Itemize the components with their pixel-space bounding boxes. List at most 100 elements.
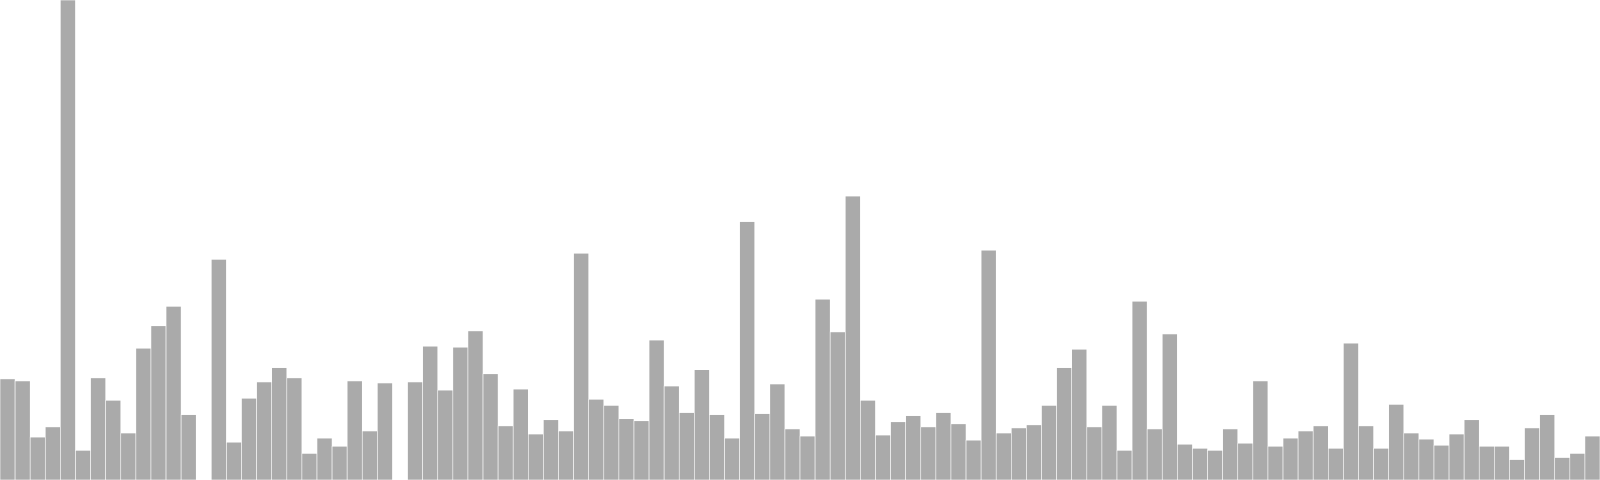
bar <box>1267 445 1284 480</box>
bar <box>331 445 348 480</box>
bar <box>407 381 423 480</box>
bar <box>44 426 61 480</box>
bar <box>1569 453 1586 480</box>
bar <box>950 423 967 480</box>
bar <box>105 400 122 480</box>
bar <box>754 413 771 480</box>
bar <box>844 195 861 480</box>
bar <box>135 347 152 480</box>
bar <box>60 0 76 480</box>
bar <box>512 388 529 480</box>
bar <box>1403 432 1420 480</box>
bar <box>1116 450 1133 480</box>
bar <box>980 249 997 480</box>
bar <box>1161 333 1178 480</box>
bar <box>1509 459 1525 480</box>
bar <box>678 412 695 480</box>
bar <box>603 405 620 480</box>
bar <box>452 346 469 480</box>
bar <box>1297 430 1314 480</box>
bar <box>1237 442 1254 480</box>
bar <box>618 418 635 480</box>
bar <box>1192 448 1208 480</box>
bar <box>799 435 816 480</box>
bar <box>648 339 665 480</box>
bar <box>1328 448 1344 480</box>
bar <box>1071 348 1088 480</box>
bar <box>573 252 589 480</box>
bar <box>361 430 378 480</box>
bar <box>829 331 846 480</box>
bar <box>14 380 31 480</box>
bar <box>1026 424 1042 480</box>
bar <box>226 441 242 480</box>
bar <box>694 369 710 480</box>
bar <box>543 419 559 480</box>
bar <box>1494 445 1510 480</box>
bar <box>920 426 937 480</box>
bar <box>1524 427 1540 480</box>
bar <box>90 377 106 480</box>
bar <box>860 400 876 480</box>
bar <box>422 345 439 480</box>
bar <box>633 420 650 480</box>
bar <box>558 430 574 480</box>
bar <box>1418 438 1435 480</box>
bar <box>739 221 756 480</box>
bar <box>346 380 363 480</box>
bar <box>1312 425 1329 480</box>
bar <box>1448 433 1465 480</box>
bar <box>1011 427 1027 480</box>
bar <box>377 382 393 480</box>
bar <box>814 298 831 480</box>
bar <box>256 381 272 480</box>
bar <box>0 378 16 480</box>
bar <box>890 421 906 480</box>
bar <box>1131 300 1148 480</box>
bar <box>1433 444 1450 480</box>
bar <box>905 415 922 480</box>
bar <box>1177 443 1193 480</box>
bar <box>211 259 227 480</box>
bar <box>150 325 167 480</box>
bar <box>497 425 514 480</box>
bar <box>482 373 499 480</box>
bar <box>1207 450 1223 480</box>
bar <box>1146 428 1163 480</box>
bar <box>1343 342 1359 480</box>
bar <box>1539 414 1556 480</box>
bar <box>437 389 454 480</box>
bar <box>467 330 484 480</box>
bar <box>241 397 257 480</box>
bar <box>1086 426 1103 480</box>
bar <box>784 428 801 480</box>
bar <box>663 385 680 480</box>
bar <box>1358 425 1374 480</box>
bar <box>1101 405 1118 480</box>
bar <box>180 414 197 480</box>
bar <box>1056 367 1072 480</box>
bar <box>75 450 91 480</box>
bar <box>769 383 786 480</box>
bar <box>286 377 303 480</box>
bar <box>1554 457 1571 480</box>
bar <box>1478 445 1495 480</box>
bar <box>1252 380 1269 480</box>
bar <box>1584 435 1600 480</box>
bar <box>709 414 725 480</box>
bar <box>301 453 318 480</box>
bar <box>1373 448 1389 480</box>
bar <box>528 433 544 480</box>
bar <box>316 437 333 480</box>
bar <box>1282 437 1299 480</box>
bar <box>935 412 952 480</box>
bar <box>1041 405 1057 480</box>
bar <box>995 432 1012 480</box>
bar <box>120 432 137 480</box>
bar <box>875 434 891 480</box>
bar <box>965 439 982 480</box>
bar <box>165 306 182 480</box>
bar <box>724 437 740 480</box>
